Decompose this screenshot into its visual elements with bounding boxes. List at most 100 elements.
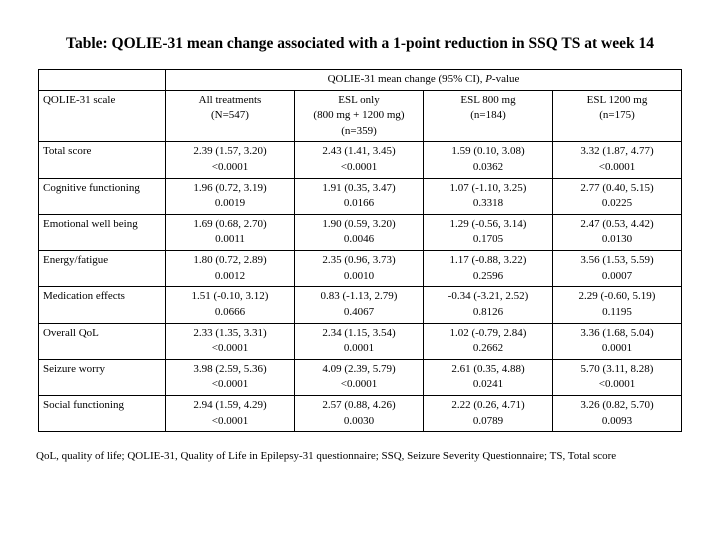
estimate-value: 0.83 (-1.13, 2.79) bbox=[320, 290, 398, 303]
data-cell: 1.17 (-0.88, 3.22) 0.2596 bbox=[422, 250, 553, 288]
p-value: <0.0001 bbox=[211, 378, 249, 391]
row-label: Total score bbox=[37, 141, 166, 179]
data-cell: 1.80 (0.72, 2.89) 0.0012 bbox=[164, 250, 295, 288]
data-cell: 2.33 (1.35, 3.31) <0.0001 bbox=[164, 322, 295, 360]
row-label: Overall QoL bbox=[37, 322, 166, 360]
data-cell: 2.34 (1.15, 3.54) 0.0001 bbox=[293, 322, 424, 360]
table-row: Emotional well being 1.69 (0.68, 2.70) 0… bbox=[37, 213, 683, 252]
data-cell: 1.69 (0.68, 2.70) 0.0011 bbox=[164, 213, 295, 252]
estimate-value: 1.69 (0.68, 2.70) bbox=[193, 217, 267, 230]
row-label: Medication effects bbox=[37, 286, 166, 324]
span-header-suffix: -value bbox=[491, 73, 520, 85]
col-header-line: (n=359) bbox=[341, 124, 377, 137]
p-value: 0.4067 bbox=[343, 305, 375, 318]
estimate-value: 2.61 (0.35, 4.88) bbox=[451, 362, 525, 375]
qolie-table: QOLIE-31 mean change (95% CI), P-value Q… bbox=[37, 69, 683, 433]
data-cell: 1.29 (-0.56, 3.14) 0.1705 bbox=[422, 213, 553, 252]
col-header-esl-only: ESL only (800 mg + 1200 mg) (n=359) bbox=[293, 89, 424, 143]
data-cell: 2.61 (0.35, 4.88) 0.0241 bbox=[422, 358, 553, 396]
span-header: QOLIE-31 mean change (95% CI), P-value bbox=[164, 69, 683, 91]
p-value: 0.8126 bbox=[472, 305, 504, 318]
estimate-value: -0.34 (-3.21, 2.52) bbox=[447, 290, 529, 303]
data-cell: -0.34 (-3.21, 2.52) 0.8126 bbox=[422, 286, 553, 324]
row-label: Social functioning bbox=[37, 394, 166, 433]
p-value: 0.0019 bbox=[214, 197, 246, 210]
table-row: Total score 2.39 (1.57, 3.20) <0.0001 2.… bbox=[37, 141, 683, 179]
table-row: Medication effects 1.51 (-0.10, 3.12) 0.… bbox=[37, 286, 683, 324]
estimate-value: 1.96 (0.72, 3.19) bbox=[193, 181, 267, 194]
data-cell: 1.02 (-0.79, 2.84) 0.2662 bbox=[422, 322, 553, 360]
span-header-prefix: QOLIE-31 mean change (95% CI), bbox=[327, 73, 486, 85]
col-header-line: All treatments bbox=[198, 93, 262, 106]
estimate-value: 1.29 (-0.56, 3.14) bbox=[449, 217, 527, 230]
estimate-value: 3.98 (2.59, 5.36) bbox=[193, 362, 267, 375]
data-cell: 3.36 (1.68, 5.04) 0.0001 bbox=[551, 322, 683, 360]
col-header-all-treatments: All treatments (N=547) bbox=[164, 89, 295, 143]
data-cell: 1.51 (-0.10, 3.12) 0.0666 bbox=[164, 286, 295, 324]
p-value: 0.0093 bbox=[601, 414, 633, 427]
p-value: 0.0030 bbox=[343, 414, 375, 427]
estimate-value: 4.09 (2.39, 5.79) bbox=[322, 362, 396, 375]
corner-cell bbox=[37, 69, 166, 91]
p-value: 0.0225 bbox=[601, 197, 633, 210]
table-row: Cognitive functioning 1.96 (0.72, 3.19) … bbox=[37, 177, 683, 215]
estimate-value: 2.33 (1.35, 3.31) bbox=[193, 326, 267, 339]
estimate-value: 2.57 (0.88, 4.26) bbox=[322, 398, 396, 411]
estimate-value: 2.35 (0.96, 3.73) bbox=[322, 254, 396, 267]
estimate-value: 1.17 (-0.88, 3.22) bbox=[449, 254, 527, 267]
p-value: 0.0001 bbox=[343, 342, 375, 355]
row-label: Energy/fatigue bbox=[37, 250, 166, 288]
p-value: 0.1195 bbox=[602, 305, 632, 318]
p-value: <0.0001 bbox=[340, 161, 378, 174]
estimate-value: 2.34 (1.15, 3.54) bbox=[322, 326, 396, 339]
estimate-value: 2.94 (1.59, 4.29) bbox=[193, 398, 267, 411]
p-value: <0.0001 bbox=[340, 378, 378, 391]
p-value: <0.0001 bbox=[598, 378, 636, 391]
p-value: 0.0046 bbox=[343, 233, 375, 246]
col-header-line: ESL 800 mg bbox=[460, 93, 516, 106]
data-cell: 2.29 (-0.60, 5.19) 0.1195 bbox=[551, 286, 683, 324]
estimate-value: 1.51 (-0.10, 3.12) bbox=[191, 290, 269, 303]
footnote: QoL, quality of life; QOLIE-31, Quality … bbox=[36, 450, 617, 463]
p-value: 0.2596 bbox=[472, 269, 504, 282]
p-value: 0.0001 bbox=[601, 342, 633, 355]
table-row: Social functioning 2.94 (1.59, 4.29) <0.… bbox=[37, 394, 683, 433]
data-cell: 2.47 (0.53, 4.42) 0.0130 bbox=[551, 213, 683, 252]
table-header: QOLIE-31 mean change (95% CI), P-value Q… bbox=[37, 69, 683, 143]
header-row-span: QOLIE-31 mean change (95% CI), P-value bbox=[37, 69, 683, 91]
p-value: <0.0001 bbox=[211, 414, 249, 427]
data-cell: 3.98 (2.59, 5.36) <0.0001 bbox=[164, 358, 295, 396]
data-cell: 1.96 (0.72, 3.19) 0.0019 bbox=[164, 177, 295, 215]
estimate-value: 3.26 (0.82, 5.70) bbox=[580, 398, 654, 411]
estimate-value: 2.47 (0.53, 4.42) bbox=[580, 217, 654, 230]
p-value: 0.2662 bbox=[472, 342, 504, 355]
estimate-value: 1.59 (0.10, 3.08) bbox=[451, 145, 525, 158]
data-cell: 2.22 (0.26, 4.71) 0.0789 bbox=[422, 394, 553, 433]
estimate-value: 2.39 (1.57, 3.20) bbox=[193, 145, 267, 158]
p-value: 0.0666 bbox=[214, 305, 246, 318]
col-header-line: (n=175) bbox=[599, 109, 635, 122]
data-cell: 1.07 (-1.10, 3.25) 0.3318 bbox=[422, 177, 553, 215]
col-header-scale: QOLIE-31 scale bbox=[37, 89, 166, 143]
data-cell: 2.35 (0.96, 3.73) 0.0010 bbox=[293, 250, 424, 288]
p-value: 0.1705 bbox=[472, 233, 504, 246]
col-header-line: (N=547) bbox=[210, 109, 249, 122]
data-cell: 3.56 (1.53, 5.59) 0.0007 bbox=[551, 250, 683, 288]
data-cell: 2.57 (0.88, 4.26) 0.0030 bbox=[293, 394, 424, 433]
estimate-value: 2.43 (1.41, 3.45) bbox=[322, 145, 396, 158]
estimate-value: 3.56 (1.53, 5.59) bbox=[580, 254, 654, 267]
col-header-esl-1200: ESL 1200 mg (n=175) bbox=[551, 89, 683, 143]
col-header-line: ESL 1200 mg bbox=[586, 93, 648, 106]
estimate-value: 3.36 (1.68, 5.04) bbox=[580, 326, 654, 339]
data-cell: 2.94 (1.59, 4.29) <0.0001 bbox=[164, 394, 295, 433]
table-row: Overall QoL 2.33 (1.35, 3.31) <0.0001 2.… bbox=[37, 322, 683, 360]
span-header-italic-p: P bbox=[485, 73, 492, 85]
data-cell: 1.59 (0.10, 3.08) 0.0362 bbox=[422, 141, 553, 179]
p-value: 0.0362 bbox=[472, 161, 504, 174]
p-value: <0.0001 bbox=[598, 161, 636, 174]
header-row-columns: QOLIE-31 scale All treatments (N=547) ES… bbox=[37, 89, 683, 143]
data-cell: 3.26 (0.82, 5.70) 0.0093 bbox=[551, 394, 683, 433]
row-label: Emotional well being bbox=[37, 213, 166, 252]
estimate-value: 2.77 (0.40, 5.15) bbox=[580, 181, 654, 194]
p-value: 0.0010 bbox=[343, 269, 375, 282]
